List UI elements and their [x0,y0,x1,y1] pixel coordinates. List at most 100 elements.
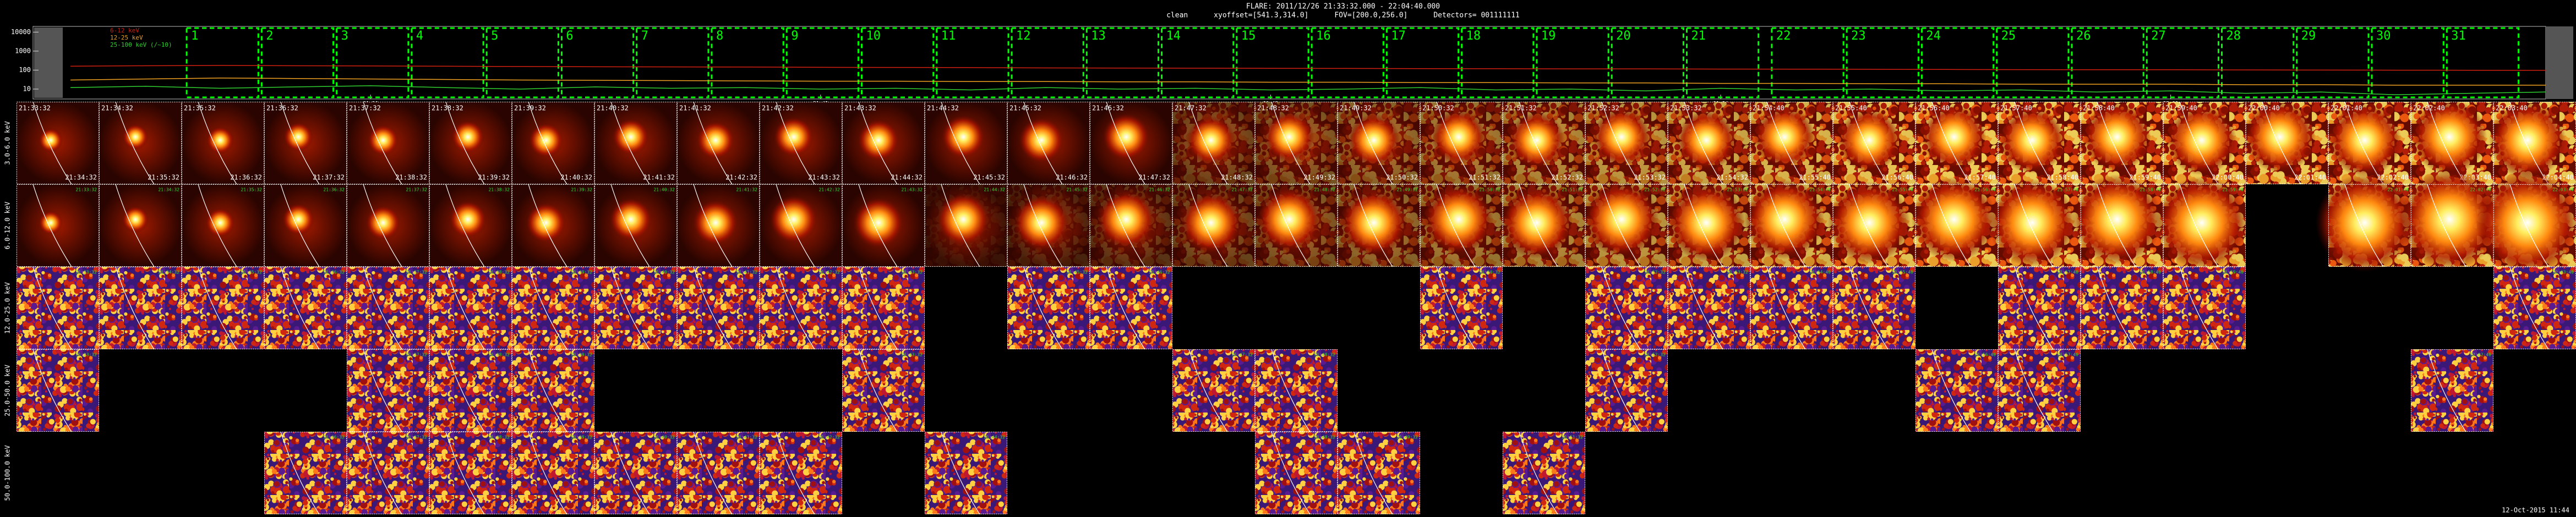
tile-border [429,184,512,267]
tile-border [1668,184,1750,267]
tile-border [512,184,594,267]
source [39,128,63,152]
source [206,126,234,155]
image-tile: 21:51:32 [1503,431,1585,515]
title: FLARE: 2011/12/26 21:33:32.000 - 22:04:4… [1246,3,1440,11]
image-tile: 22:03:40 [2476,171,2576,274]
tile-time: 22:02:40 [2470,353,2491,358]
image-tile: 21:40:32 [594,184,677,267]
interval-box [1236,27,1309,98]
tile-end-time: 21:42:32 [725,174,757,182]
tile-time: 21:53:32 [1727,270,1748,275]
source [1340,189,1407,256]
tile-border [1255,432,1338,514]
solar-limb [198,266,237,350]
tile-time: 21:48:32 [1314,353,1335,358]
lightcurve-panel: 1010010001000021:3621:4221:4821:5422:001… [11,26,2573,107]
tile-border [264,184,347,267]
tile-start-time: 21:55:40 [1835,105,1867,112]
source [1257,188,1321,251]
tile-border [2163,267,2246,349]
tile-start-time: 21:39:32 [514,105,546,112]
tile-background [1255,432,1338,514]
source [1754,106,1815,168]
image-tile: 21:42:32 21:43:32 [760,101,842,185]
solar-limb [941,184,980,267]
tile-border [2493,184,2576,267]
tile-start-time: 21:36:32 [266,105,298,112]
image-tile: 21:59:40 [2155,176,2248,270]
image-tile: 21:45:32 [1007,266,1090,350]
tile-start-time: 21:37:32 [349,105,381,112]
tile-time: 21:39:32 [571,270,592,275]
tile-time: 21:35:32 [241,188,262,193]
tile-start-time: 21:54:40 [1753,105,1784,112]
solar-limb [776,431,815,515]
tile-border [594,184,677,267]
tile-border [99,102,182,184]
tile-border [429,267,512,349]
tile-border [2493,267,2576,349]
tile-time: 21:33:32 [75,188,97,193]
solar-limb [1271,431,1311,515]
tile-border [1338,184,1420,267]
interval-box [260,27,335,98]
tile-border [1420,184,1503,267]
source [39,211,63,235]
interval-number: 7 [641,29,648,43]
image-tile: 21:36:32 21:37:32 [264,101,347,185]
interval-number: 16 [1316,29,1331,43]
tile-time: 22:03:40 [2552,270,2574,275]
solar-limb [445,349,485,432]
solar-limb [32,266,72,350]
source [1018,117,1065,163]
source [1347,114,1400,167]
tile-time: 21:47:32 [1231,353,1253,358]
source [2328,103,2402,177]
tile-background [594,267,677,349]
image-tile: 21:33:32 [17,266,99,350]
tile-border [347,267,429,349]
tile-background [1338,432,1420,514]
image-tile: 21:59:40 22:00:40 [2163,101,2246,185]
interval-box [1846,27,1919,98]
tile-time: 21:59:40 [2222,270,2244,275]
tile-background [1668,267,1750,349]
tile-time: 21:48:32 [1314,435,1335,440]
solar-limb [2509,184,2549,267]
interval-number: 4 [416,29,423,43]
tile-start-time: 22:01:40 [2331,105,2362,112]
tile-start-time: 21:57:40 [2000,105,2032,112]
tile-border [1585,349,1668,432]
solar-limb [776,184,815,267]
interval-number: 24 [1926,29,1941,43]
tile-time: 21:40:32 [653,270,675,275]
tile-time: 21:34:32 [158,188,179,193]
tile-background [512,267,594,349]
tile-border [99,267,182,349]
solar-limb [32,101,72,185]
interval-box [1311,27,1384,98]
tile-border [512,349,594,432]
row-label: 12.0-25.0 keV [4,282,12,334]
interval-box [185,27,259,98]
image-tile: 21:36:32 [264,184,347,267]
interval-number: 21 [1691,29,1706,43]
tile-time: 21:42:32 [818,435,840,440]
image-tile: 21:39:32 [512,349,594,432]
tile-background [429,432,512,514]
tile-end-time: 21:40:32 [560,174,592,182]
tile-border [760,184,842,267]
image-tile: 21:52:32 [1584,182,1668,267]
solar-limb [1436,266,1476,350]
interval-box [1611,27,1684,98]
tile-border [1172,184,1255,267]
tile-background [1255,349,1338,432]
footer-date: 12-Oct-2015 11:44 [2502,507,2569,514]
tile-end-time: 22:00:40 [2212,174,2244,182]
tile-time: 21:53:32 [1727,188,1748,193]
tile-border [264,102,347,184]
tile-end-time: 21:35:32 [148,174,179,182]
tile-border [1420,102,1503,184]
image-tile: 21:57:40 [1998,349,2081,432]
